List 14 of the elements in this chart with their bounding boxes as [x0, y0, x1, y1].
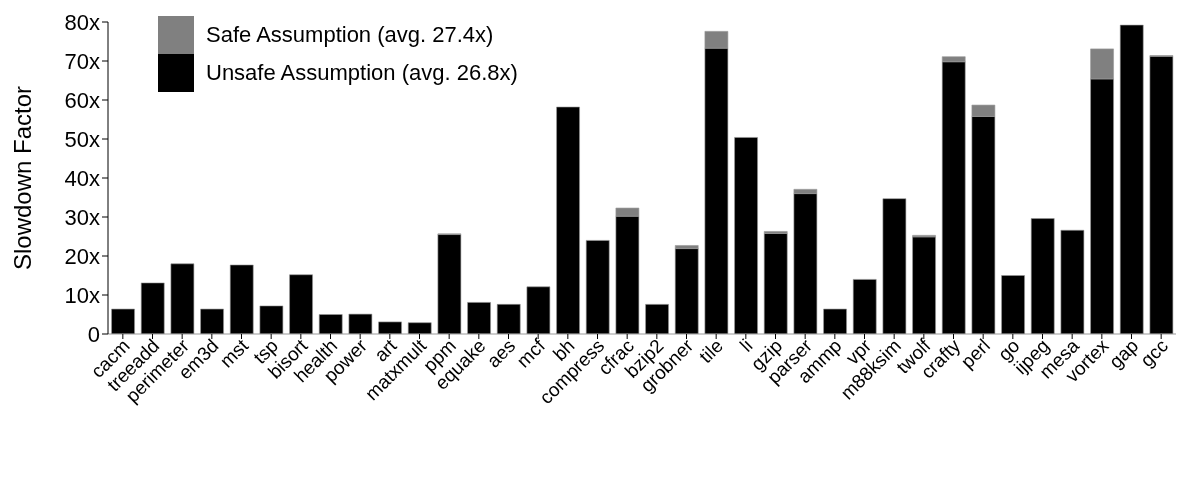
y-tick-label: 60x — [64, 87, 100, 113]
y-tick-label: 40x — [64, 165, 100, 191]
y-tick-label: 80x — [64, 9, 100, 35]
y-tick-label: 30x — [64, 204, 100, 230]
y-tick-label: 50x — [64, 126, 100, 152]
y-tick-label: 70x — [64, 48, 100, 74]
legend-label: Safe Assumption (avg. 27.4x) — [206, 22, 494, 48]
x-tick-label: li — [735, 334, 757, 356]
legend-label: Unsafe Assumption (avg. 26.8x) — [206, 60, 518, 86]
x-tick-label: tile — [694, 334, 727, 368]
y-tick-label: 20x — [64, 243, 100, 269]
y-axis-title: Slowdown Factor — [8, 85, 36, 271]
y-tick-label: 0 — [87, 321, 100, 347]
y-tick-label: 10x — [64, 282, 100, 308]
